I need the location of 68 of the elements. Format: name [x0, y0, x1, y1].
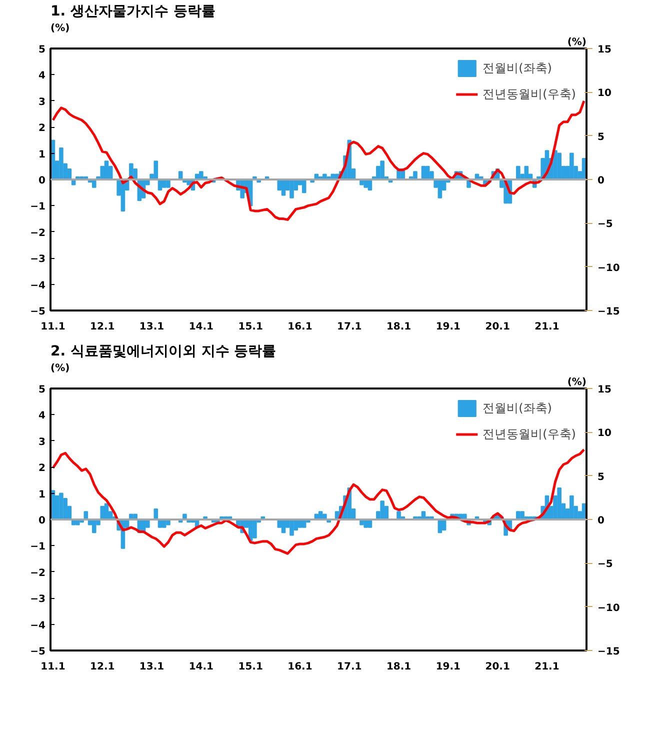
y-tick-label: 4 [38, 410, 46, 422]
legend-label: 전년동월비(우축) [482, 426, 576, 442]
x-tick-label: 15.1 [238, 662, 263, 672]
y2-tick-label: 0 [598, 516, 604, 526]
y-tick-label: −5 [30, 306, 46, 318]
y2-tick-label: 10 [598, 88, 612, 100]
y2-tick-label: −5 [598, 219, 613, 230]
y-tick-label: −3 [30, 254, 46, 266]
y2-tick-label: 15 [598, 384, 612, 396]
y-tick-label: 2 [38, 123, 46, 134]
x-tick-label: 11.1 [40, 322, 66, 332]
y2-axis-title: (%) [567, 377, 587, 388]
x-tick-label: 13.1 [139, 322, 164, 332]
y-axis-title: (%) [50, 363, 70, 374]
y2-tick-label: −15 [598, 646, 620, 658]
y-tick-label: 0 [38, 516, 46, 526]
y-tick-label: 3 [38, 436, 46, 448]
legend-label: 전월비(좌축) [482, 400, 552, 416]
x-tick-label: 19.1 [436, 662, 461, 672]
y2-tick-label: 10 [598, 428, 612, 440]
y-tick-label: 4 [38, 70, 46, 82]
y-tick-label: 0 [38, 176, 46, 186]
y-tick-label: −1 [30, 542, 46, 553]
y-tick-label: −4 [30, 620, 46, 632]
x-tick-label: 14.1 [188, 662, 214, 672]
chart-title: 2. 식료품및에너지이외 지수 등락률 [50, 344, 276, 360]
y-tick-label: 3 [38, 96, 46, 108]
chart-title: 1. 생산자물가지수 등락률 [50, 4, 216, 20]
y2-axis-title: (%) [567, 37, 587, 48]
y-tick-label: 5 [38, 44, 46, 56]
y-tick-label: −3 [30, 594, 46, 606]
y-tick-label: −2 [30, 228, 46, 239]
x-tick-label: 18.1 [386, 322, 412, 332]
x-tick-label: 20.1 [485, 322, 510, 332]
x-tick-label: 17.1 [337, 322, 362, 332]
x-tick-label: 14.1 [188, 322, 214, 332]
y-tick-label: −4 [30, 280, 46, 292]
x-tick-label: 12.1 [90, 662, 115, 672]
y-tick-label: 5 [38, 384, 46, 396]
x-tick-label: 16.1 [288, 662, 312, 672]
x-tick-label: 20.1 [485, 662, 510, 672]
y2-tick-label: 0 [598, 176, 604, 186]
x-tick-label: 17.1 [337, 662, 362, 672]
x-tick-label: 13.1 [139, 662, 164, 672]
x-tick-label: 15.1 [238, 322, 263, 332]
y2-tick-label: −5 [598, 559, 613, 570]
y2-tick-label: −15 [598, 306, 620, 318]
x-tick-label: 19.1 [436, 322, 461, 332]
x-tick-label: 21.1 [534, 322, 560, 332]
y-tick-label: −5 [30, 646, 46, 658]
y-axis-title: (%) [50, 23, 70, 34]
y-tick-label: 1 [38, 489, 46, 500]
y2-tick-label: 5 [598, 132, 604, 143]
y2-tick-label: 15 [598, 44, 612, 56]
legend-label: 전월비(좌축) [482, 60, 552, 76]
x-tick-label: 21.1 [534, 662, 560, 672]
y-tick-label: 2 [38, 463, 46, 474]
y2-tick-label: −10 [598, 602, 620, 614]
y-tick-label: −1 [30, 202, 46, 213]
y-tick-label: −2 [30, 568, 46, 579]
x-tick-label: 12.1 [90, 322, 115, 332]
legend-label: 전년동월비(우축) [482, 86, 576, 102]
y2-tick-label: 5 [598, 472, 604, 483]
y2-tick-label: −10 [598, 262, 620, 274]
x-tick-label: 18.1 [386, 662, 412, 672]
x-tick-label: 11.1 [40, 662, 66, 672]
x-tick-label: 16.1 [288, 322, 312, 332]
y-tick-label: 1 [38, 149, 46, 160]
